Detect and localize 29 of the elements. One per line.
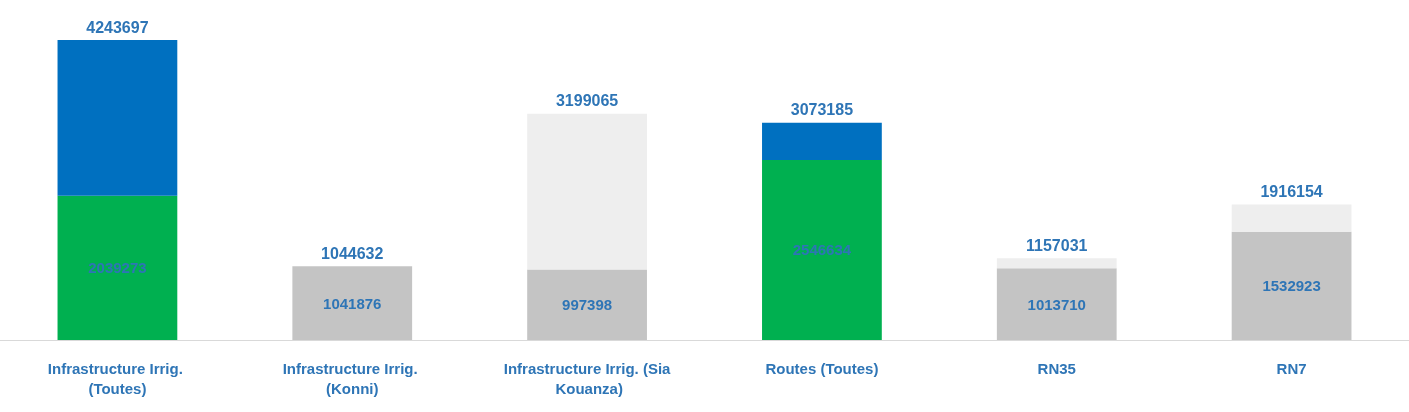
- total-label: 1916154: [1260, 183, 1323, 201]
- x-tick-label: Infrastructure Irrig. (Sia Kouanza): [503, 359, 672, 397]
- x-tick-label: Infrastructure Irrig. (Konni): [282, 359, 422, 397]
- bar: [57, 195, 178, 340]
- bar: [527, 113, 647, 270]
- x-tick-label: RN35: [1037, 359, 1076, 377]
- data-label: 2546634: [792, 241, 852, 259]
- total-label: 3199065: [555, 92, 619, 110]
- bar: [57, 40, 178, 196]
- data-label: 1532923: [1262, 277, 1321, 295]
- bar: [1231, 231, 1352, 340]
- x-tick-label: Infrastructure Irrig. (Toutes): [47, 359, 188, 397]
- data-label: 1041876: [323, 294, 382, 312]
- bar: [762, 122, 882, 160]
- bar: [996, 268, 1117, 340]
- total-label: 3073185: [790, 101, 854, 119]
- bar: [292, 266, 413, 340]
- data-label: 2039273: [88, 259, 147, 277]
- data-label: 1013710: [1027, 295, 1086, 313]
- total-label: 1157031: [1026, 236, 1088, 254]
- total-label: 1044632: [321, 244, 384, 262]
- bar: [762, 159, 882, 340]
- bar: [527, 269, 647, 340]
- bar: [996, 258, 1117, 269]
- x-tick-label: RN7: [1276, 359, 1307, 377]
- total-label: 4243697: [86, 18, 149, 36]
- bar: [1231, 204, 1352, 232]
- x-tick-label: Routes (Toutes): [765, 359, 879, 377]
- data-label: 997398: [562, 296, 613, 314]
